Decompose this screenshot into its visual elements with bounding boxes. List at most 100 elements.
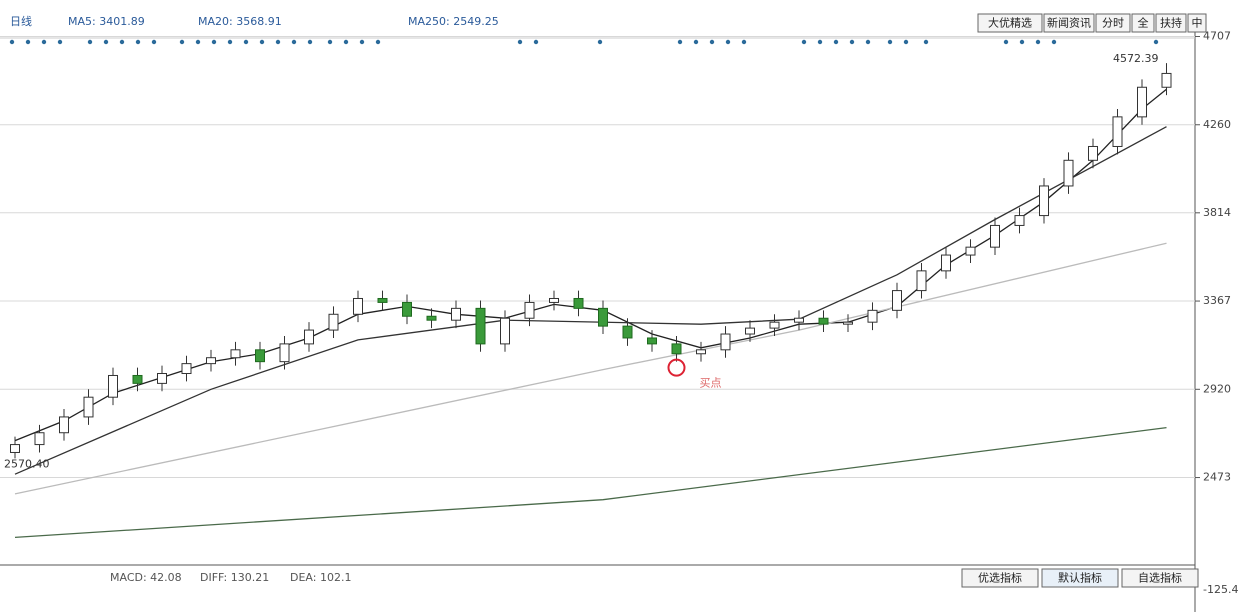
candle-body xyxy=(500,317,510,345)
tab-button[interactable]: 全 xyxy=(1131,13,1155,33)
tab-button[interactable]: 大优精选 xyxy=(977,13,1043,33)
tab-button[interactable]: 分时 xyxy=(1095,13,1131,33)
candle-body xyxy=(255,349,265,363)
ma-line xyxy=(14,126,1167,475)
y-tick-label: 2920 xyxy=(1203,382,1231,395)
candle-body xyxy=(843,321,853,325)
indicator-button-bg xyxy=(961,568,1039,588)
indicator-dot xyxy=(179,39,185,45)
indicator-dot xyxy=(327,39,333,45)
candle-body xyxy=(1161,72,1172,88)
indicator-dot xyxy=(833,39,839,45)
tab-button-label: 分时 xyxy=(1102,17,1124,30)
candle-body xyxy=(622,325,633,339)
indicator-dot xyxy=(887,39,893,45)
macd-legend: DIFF: 130.21 xyxy=(200,571,269,584)
candle-body xyxy=(451,307,461,321)
candle-body xyxy=(745,327,755,335)
indicator-dot xyxy=(359,39,365,45)
candle-body xyxy=(181,363,192,375)
indicator-dot xyxy=(25,39,31,45)
indicator-dot xyxy=(87,39,93,45)
candle-body xyxy=(1137,86,1147,118)
buy-point-label: 买点 xyxy=(700,377,722,390)
indicator-dot xyxy=(817,39,823,45)
indicator-dot xyxy=(375,39,381,45)
indicator-button-label: 优选指标 xyxy=(978,571,1022,585)
y-tick-label: 3814 xyxy=(1203,206,1231,219)
indicator-button-bg xyxy=(1041,568,1119,588)
indicator-dot xyxy=(533,39,539,45)
indicator-dot xyxy=(195,39,201,45)
indicator-dot xyxy=(741,39,747,45)
indicator-dot xyxy=(709,39,715,45)
y-tick-label: 4707 xyxy=(1203,30,1231,43)
candle-body xyxy=(353,297,363,315)
indicator-dot xyxy=(343,39,349,45)
indicator-button[interactable]: 自选指标 xyxy=(1121,568,1199,588)
legend-text: MA5: 3401.89 xyxy=(68,15,145,28)
candle-body xyxy=(34,432,45,446)
tab-button-bg xyxy=(1155,13,1187,33)
indicator-dot xyxy=(227,39,233,45)
tab-button[interactable]: 扶持 xyxy=(1155,13,1187,33)
ma-line xyxy=(14,426,1167,539)
candle-body xyxy=(892,290,902,311)
indicator-dot xyxy=(865,39,871,45)
candle-body xyxy=(769,321,780,329)
indicator-button-label: 自选指标 xyxy=(1138,571,1182,585)
indicator-dot xyxy=(57,39,63,45)
candle-body xyxy=(647,337,657,345)
indicator-button[interactable]: 优选指标 xyxy=(961,568,1039,588)
candle-body xyxy=(230,349,241,359)
candle-body xyxy=(402,301,412,317)
legend-text: MA250: 2549.25 xyxy=(408,15,499,28)
indicator-dot xyxy=(103,39,109,45)
indicator-dot xyxy=(849,39,855,45)
indicator-dot xyxy=(1153,39,1159,45)
candle-body xyxy=(132,374,143,384)
candle-body xyxy=(304,329,314,345)
candle-body xyxy=(696,349,706,355)
candle-body xyxy=(108,374,118,398)
candle-body xyxy=(475,307,486,345)
tab-button-bg xyxy=(1131,13,1155,33)
tab-button-bg xyxy=(1187,13,1207,33)
indicator-dot xyxy=(725,39,731,45)
macd-legend: DEA: 102.1 xyxy=(290,571,351,584)
candle-body xyxy=(59,416,69,434)
tab-button[interactable]: 中 xyxy=(1187,13,1207,33)
candle-body xyxy=(328,313,339,331)
indicator-dot xyxy=(41,39,47,45)
indicator-dot xyxy=(211,39,217,45)
candle-body xyxy=(1014,215,1025,226)
tab-button-label: 大优精选 xyxy=(988,16,1032,30)
candle-body xyxy=(157,373,167,384)
indicator-button[interactable]: 默认指标 xyxy=(1041,568,1119,588)
tab-button-label: 扶持 xyxy=(1160,16,1182,30)
candle-body xyxy=(279,343,290,363)
candle-body xyxy=(1063,159,1074,187)
candle-body xyxy=(206,357,216,365)
indicator-dot xyxy=(693,39,699,45)
indicator-dot xyxy=(1035,39,1041,45)
candle-body xyxy=(426,315,437,321)
candle-body xyxy=(598,307,608,327)
indicator-dot xyxy=(923,39,929,45)
indicator-dot xyxy=(1019,39,1025,45)
candle-body xyxy=(941,254,951,272)
candle-body xyxy=(573,297,584,309)
tab-button-bg xyxy=(1095,13,1131,33)
indicator-dot xyxy=(677,39,683,45)
candle-body xyxy=(83,396,94,418)
tab-button[interactable]: 新闻资讯 xyxy=(1043,13,1095,33)
y-tick-label: 4260 xyxy=(1203,118,1231,131)
y-tick-label: 3367 xyxy=(1203,294,1231,307)
indicator-dot xyxy=(597,39,603,45)
indicator-dot xyxy=(307,39,313,45)
candle-body xyxy=(818,317,829,325)
candle-body xyxy=(990,224,1000,248)
candle-body xyxy=(671,343,682,355)
